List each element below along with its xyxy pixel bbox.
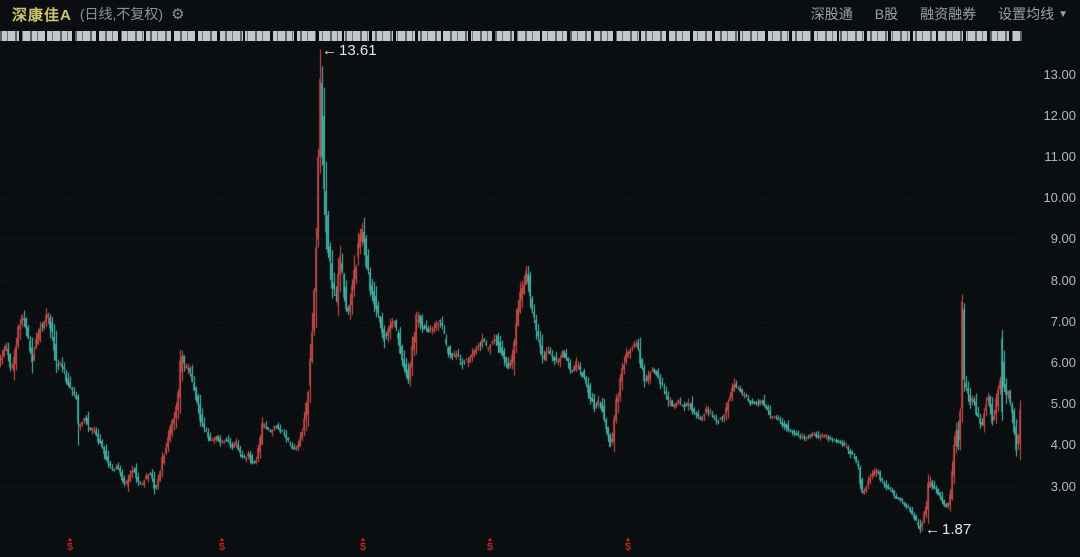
gear-icon[interactable]: ⚙ bbox=[171, 6, 185, 23]
dividend-event-marker[interactable]: ▲ $ bbox=[215, 537, 229, 553]
date-axis-strip bbox=[0, 31, 1022, 41]
header-left: 深康佳A (日线,不复权) ⚙ bbox=[12, 4, 185, 25]
y-axis-label: 7.00 bbox=[1050, 313, 1076, 329]
marker-arrow-icon: ▲ bbox=[359, 537, 367, 543]
y-axis-label: 3.00 bbox=[1050, 478, 1076, 494]
high-annotation-value: 13.61 bbox=[339, 42, 377, 59]
dividend-event-marker[interactable]: ▲ $ bbox=[621, 537, 635, 553]
y-axis-label: 4.00 bbox=[1050, 437, 1076, 453]
menu-item-shenzhen-connect[interactable]: 深股通 bbox=[810, 6, 853, 22]
y-axis-label: 8.00 bbox=[1050, 272, 1076, 288]
dollar-icon: $ bbox=[486, 541, 494, 553]
menu-item-b-share[interactable]: B股 bbox=[874, 6, 899, 22]
dollar-icon: $ bbox=[66, 541, 74, 553]
dividend-event-marker[interactable]: ▲ $ bbox=[63, 537, 77, 553]
header-menu: 深股通 B股 融资融券 设置均线 ▼ bbox=[811, 4, 1068, 24]
marker-arrow-icon: ▲ bbox=[624, 537, 632, 543]
marker-arrow-icon: ▲ bbox=[66, 537, 74, 543]
low-annotation-value: 1.87 bbox=[942, 521, 972, 538]
high-annotation: ← 13.61 bbox=[322, 42, 377, 59]
y-axis-label: 6.00 bbox=[1050, 355, 1076, 370]
dollar-icon: $ bbox=[359, 541, 367, 553]
y-axis-label: 9.00 bbox=[1050, 231, 1076, 247]
dividend-event-marker[interactable]: ▲ $ bbox=[483, 537, 497, 553]
dividend-event-marker[interactable]: ▲ $ bbox=[356, 537, 370, 553]
y-axis-label: 5.00 bbox=[1050, 396, 1076, 412]
y-axis-label: 13.00 bbox=[1043, 66, 1076, 82]
menu-item-ma-settings[interactable]: 设置均线 ▼ bbox=[998, 4, 1068, 24]
y-axis-label: 11.00 bbox=[1044, 149, 1076, 164]
menu-item-margin-trading[interactable]: 融资融券 bbox=[920, 6, 977, 22]
y-axis-label: 10.00 bbox=[1043, 190, 1076, 206]
marker-arrow-icon: ▲ bbox=[486, 537, 494, 543]
arrow-left-icon: ← bbox=[322, 42, 337, 59]
y-axis-label: 12.00 bbox=[1043, 107, 1076, 123]
chart-period-label: (日线,不复权) bbox=[79, 6, 164, 22]
dollar-icon: $ bbox=[624, 541, 632, 553]
marker-arrow-icon: ▲ bbox=[218, 537, 226, 543]
chevron-down-icon: ▼ bbox=[1058, 8, 1068, 20]
arrow-left-icon: ← bbox=[925, 521, 940, 538]
dollar-icon: $ bbox=[218, 541, 226, 553]
low-annotation: ← 1.87 bbox=[925, 521, 971, 538]
ma-settings-label: 设置均线 bbox=[998, 6, 1055, 22]
chart-header: 深康佳A (日线,不复权) ⚙ 深股通 B股 融资融券 设置均线 ▼ bbox=[0, 0, 1080, 28]
stock-name: 深康佳A bbox=[12, 6, 72, 24]
